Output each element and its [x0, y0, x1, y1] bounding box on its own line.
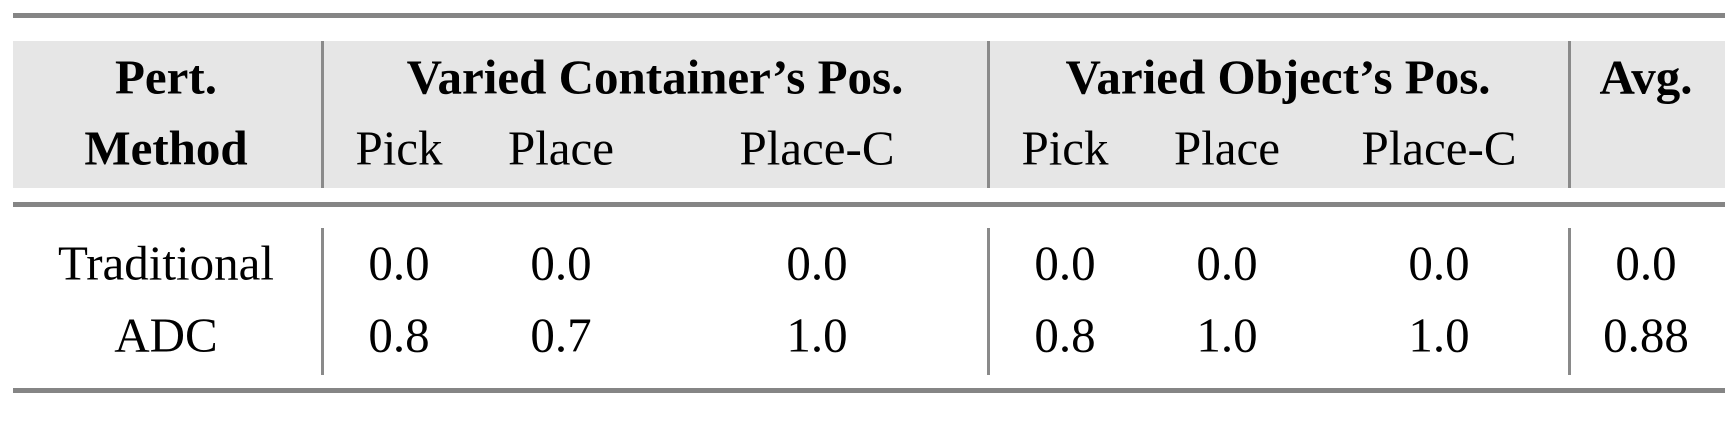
cell-avg: 0.0 [1615, 235, 1677, 291]
cell: 0.0 [1408, 235, 1470, 291]
cell: 0.0 [1196, 235, 1258, 291]
header-divider [987, 41, 990, 188]
header-group-container: Varied Container’s Pos. [406, 49, 904, 105]
cell: 1.0 [786, 307, 848, 363]
mid-rule [13, 202, 1725, 207]
header-group-object: Varied Object’s Pos. [1065, 49, 1491, 105]
header-divider [1568, 41, 1571, 188]
header-col: Pick [355, 120, 443, 176]
header-col: Pick [1021, 120, 1109, 176]
cell: 0.7 [530, 307, 592, 363]
row-method: ADC [114, 307, 218, 363]
row-method: Traditional [58, 235, 274, 291]
top-rule [13, 13, 1725, 18]
header-pert: Pert. [115, 49, 217, 105]
body-divider [1568, 228, 1571, 375]
cell: 0.0 [368, 235, 430, 291]
header-divider [321, 41, 324, 188]
cell: 0.0 [1034, 235, 1096, 291]
cell: 0.8 [368, 307, 430, 363]
cell: 1.0 [1408, 307, 1470, 363]
cell: 0.0 [530, 235, 592, 291]
body-divider [987, 228, 990, 375]
cell: 1.0 [1196, 307, 1258, 363]
cell: 0.8 [1034, 307, 1096, 363]
header-col: Place-C [1361, 120, 1517, 176]
header-col: Place [507, 120, 615, 176]
header-avg: Avg. [1599, 49, 1693, 105]
header-col: Place [1173, 120, 1281, 176]
header-background [13, 41, 1725, 188]
header-method: Method [84, 120, 248, 176]
header-col: Place-C [739, 120, 895, 176]
body-divider [321, 228, 324, 375]
bottom-rule [13, 388, 1725, 393]
cell: 0.0 [786, 235, 848, 291]
cell-avg: 0.88 [1603, 307, 1689, 363]
